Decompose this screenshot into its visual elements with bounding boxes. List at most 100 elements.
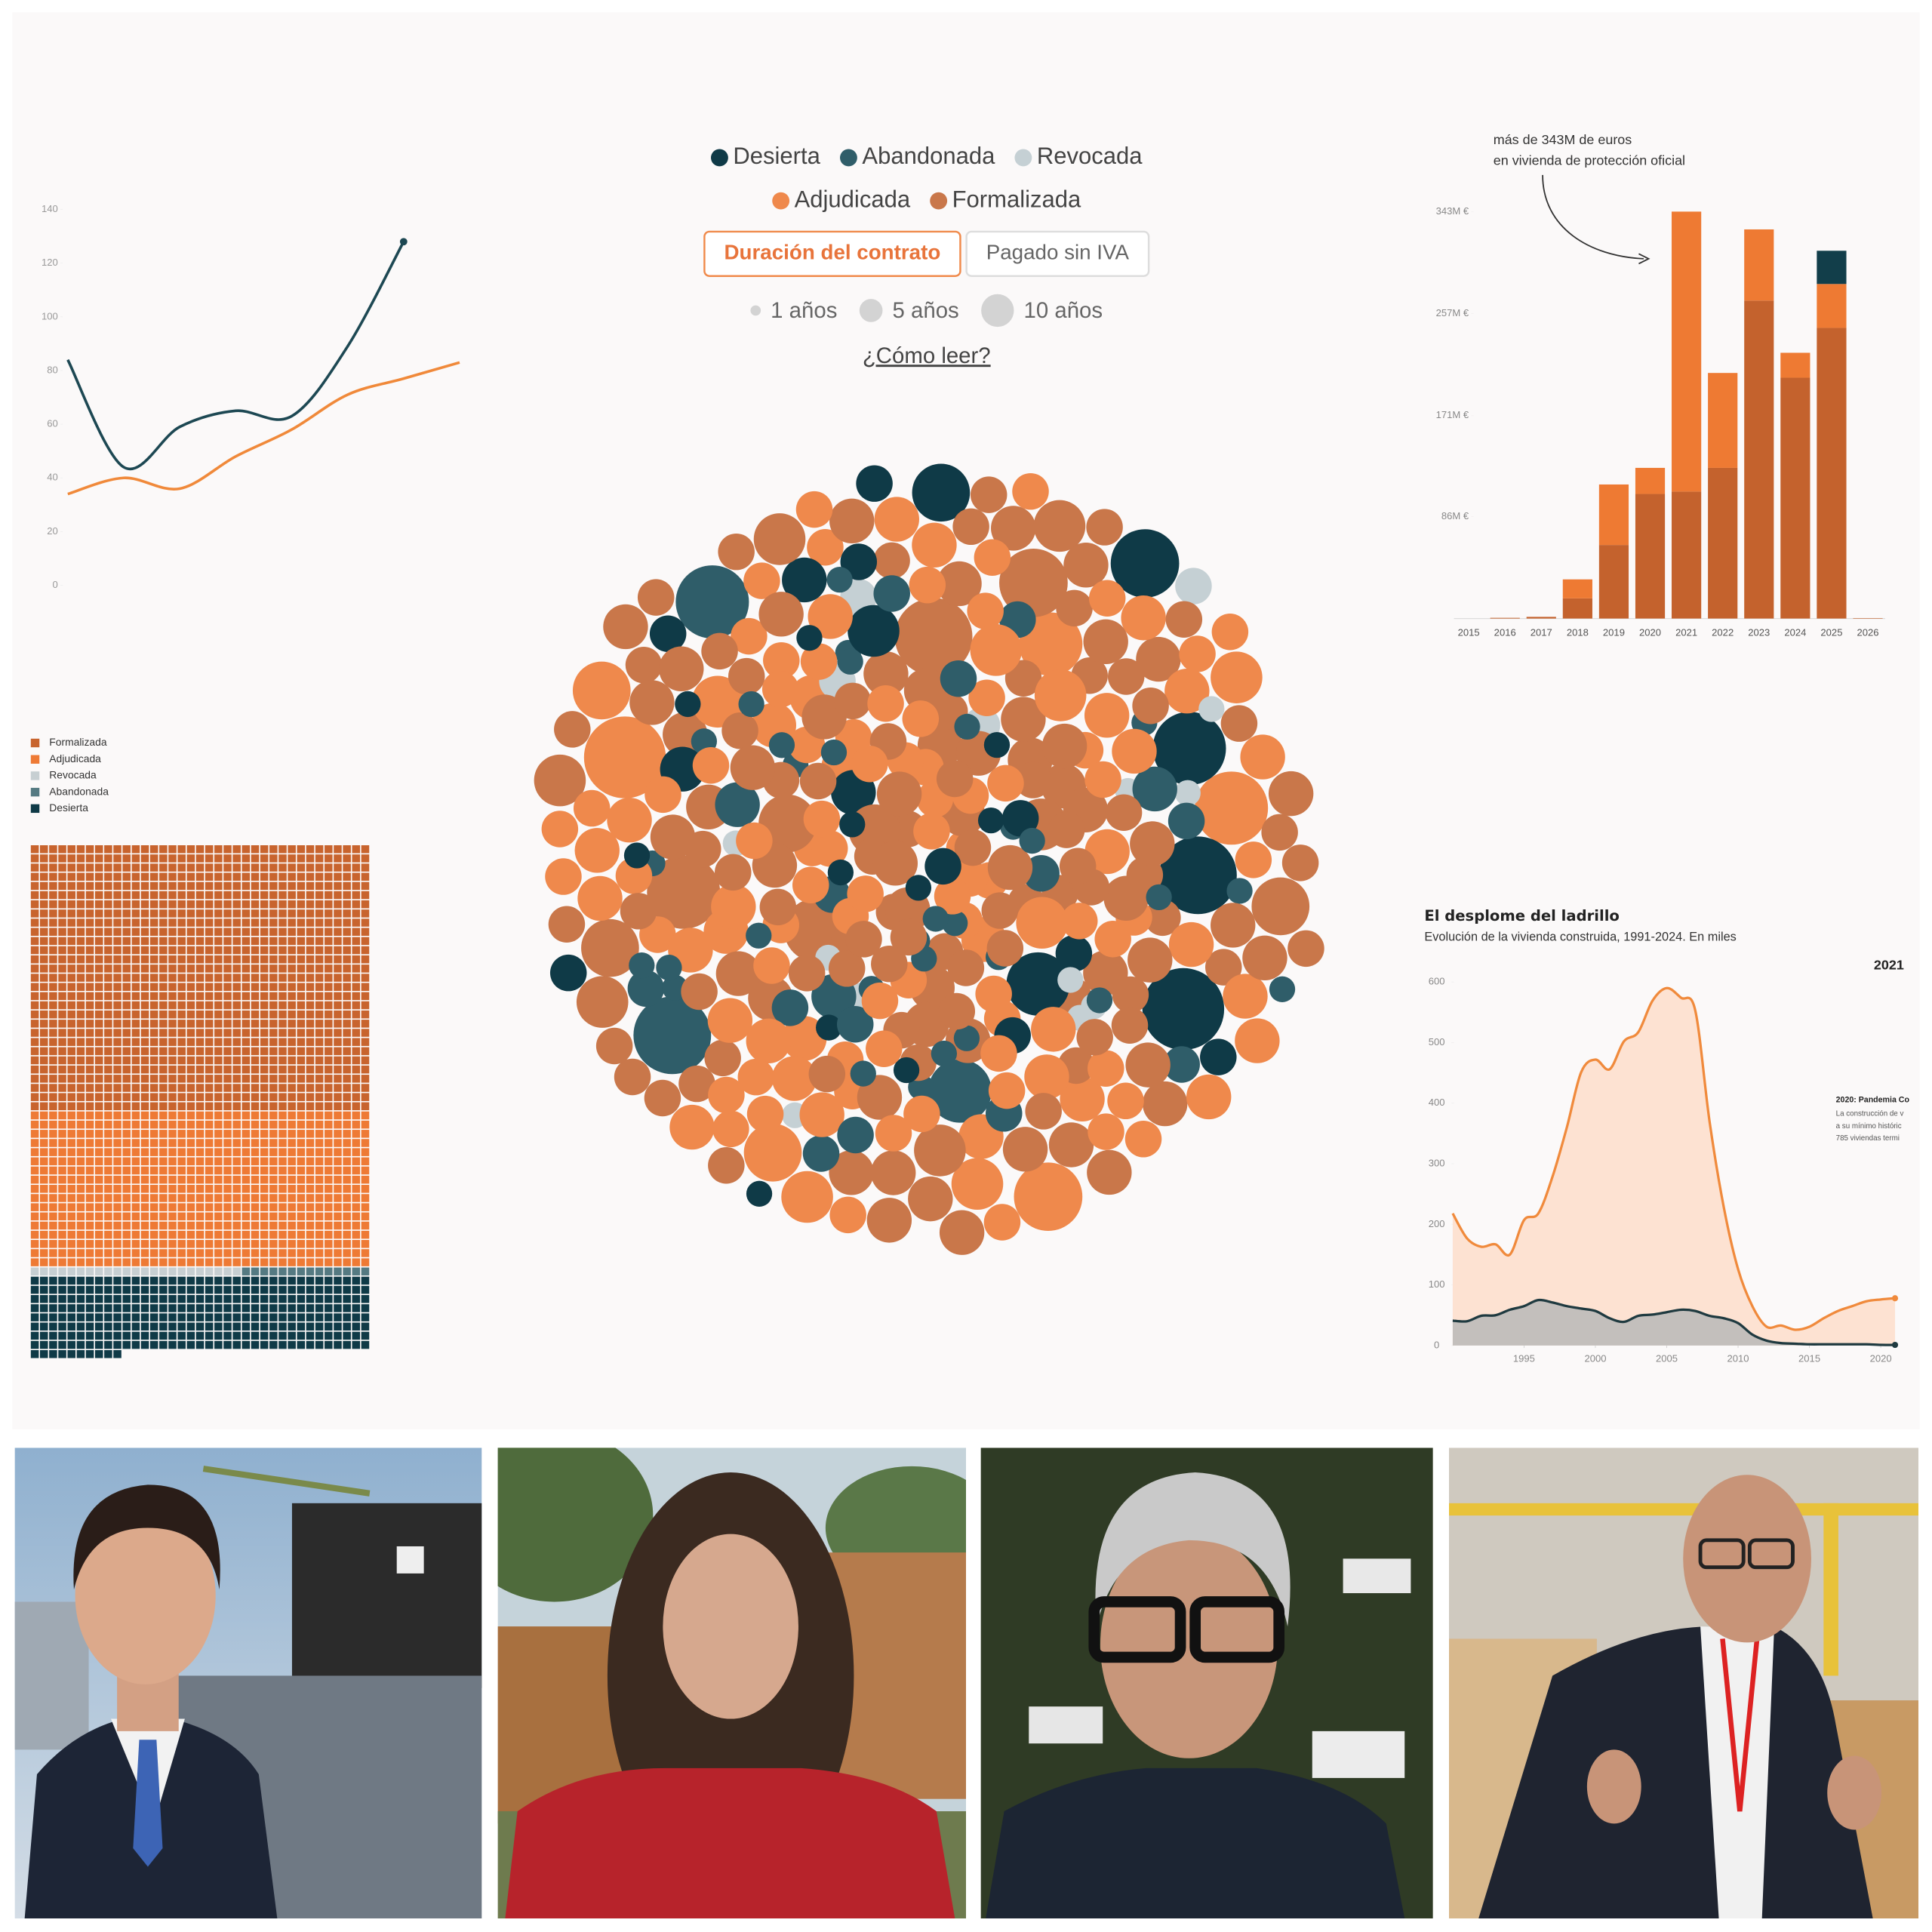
waffle-cell <box>260 1084 269 1092</box>
waffle-cell <box>195 1020 205 1028</box>
waffle-cell <box>149 1102 158 1111</box>
waffle-cell <box>278 937 287 946</box>
waffle-cell <box>269 1120 278 1129</box>
waffle-cell <box>85 1047 94 1056</box>
bubble <box>554 711 591 748</box>
waffle-cell <box>122 1020 131 1028</box>
waffle-cell <box>67 918 75 927</box>
waffle-cell <box>315 1331 324 1340</box>
waffle-cell <box>315 863 324 872</box>
waffle-cell <box>149 1157 158 1166</box>
button-label[interactable]: Pagado sin IVA <box>986 241 1130 264</box>
waffle-cell <box>251 1001 260 1010</box>
waffle-cell <box>232 1038 241 1046</box>
waffle-cell <box>242 1194 251 1202</box>
waffle-cell <box>352 854 361 863</box>
waffle-cell <box>223 1001 232 1010</box>
waffle-cell <box>30 1340 39 1349</box>
waffle-cell <box>140 1065 149 1074</box>
waffle-cell <box>260 891 269 900</box>
button[interactable] <box>965 230 1150 277</box>
waffle-cell <box>49 1111 57 1120</box>
waffle-cell <box>315 1166 324 1175</box>
waffle-cell <box>242 1102 251 1111</box>
waffle-cell <box>269 909 278 918</box>
bubble <box>1112 728 1157 774</box>
waffle-cell <box>149 1194 158 1202</box>
waffle-cell <box>232 1340 241 1349</box>
button[interactable] <box>703 230 961 277</box>
waffle-cell <box>140 845 149 854</box>
waffle-cell <box>306 937 315 946</box>
bubble <box>746 1018 791 1064</box>
waffle-cell <box>39 1038 48 1046</box>
waffle-cell <box>361 1038 370 1046</box>
waffle-cell <box>232 1065 241 1074</box>
bubble <box>1226 878 1253 904</box>
waffle-cell <box>251 1194 260 1202</box>
waffle-cell <box>214 1313 223 1321</box>
waffle-cell <box>186 937 195 946</box>
how-to-read-link[interactable]: ¿Cómo leer? <box>863 343 991 368</box>
waffle-cell <box>278 1340 287 1349</box>
waffle-cell <box>159 1120 168 1129</box>
bar-segment <box>1817 251 1847 285</box>
waffle-cell <box>315 891 324 900</box>
waffle-cell <box>343 1285 351 1294</box>
bubble <box>746 922 772 949</box>
waffle-cell <box>205 845 214 854</box>
waffle-cell <box>149 1258 158 1266</box>
waffle-cell <box>242 891 251 900</box>
waffle-cell <box>140 1285 149 1294</box>
waffle-cell <box>168 955 177 964</box>
waffle-cell <box>260 955 269 964</box>
waffle-cell <box>232 1130 241 1138</box>
waffle-cell <box>334 928 342 936</box>
waffle-cell <box>104 1249 112 1257</box>
waffle-cell <box>306 881 315 891</box>
waffle-cell <box>39 1065 48 1074</box>
waffle-cell <box>149 964 158 973</box>
waffle-cell <box>30 1029 39 1037</box>
waffle-cell <box>334 845 342 854</box>
waffle-cell <box>104 946 112 955</box>
waffle-cell <box>232 1313 241 1321</box>
waffle-cell <box>113 946 122 955</box>
waffle-cell <box>94 1276 103 1285</box>
waffle-cell <box>315 1203 324 1211</box>
waffle-cell <box>334 900 342 909</box>
waffle-cell <box>49 1295 57 1303</box>
waffle-cell <box>149 946 158 955</box>
waffle-cell <box>315 1130 324 1138</box>
waffle-cell <box>122 1056 131 1065</box>
waffle-cell <box>149 1203 158 1211</box>
waffle-cell <box>260 1102 269 1111</box>
waffle-cell <box>131 1102 140 1111</box>
waffle-cell <box>49 1285 57 1294</box>
size-legend-label: 5 años <box>893 298 959 323</box>
waffle-cell <box>269 1249 278 1257</box>
waffle-cell <box>232 983 241 991</box>
waffle-cell <box>334 1120 342 1129</box>
waffle-cell <box>278 900 287 909</box>
waffle-cell <box>297 1331 306 1340</box>
waffle-cell <box>177 900 186 909</box>
waffle-cell <box>214 1020 223 1028</box>
bubble <box>857 1075 903 1120</box>
x-tick-label: 2015 <box>1458 627 1480 638</box>
bubble <box>788 955 826 992</box>
bubble <box>577 875 623 921</box>
x-tick-label: 2015 <box>1798 1352 1820 1364</box>
waffle-cell <box>343 900 351 909</box>
button-label[interactable]: Duración del contrato <box>724 241 941 264</box>
waffle-cell <box>242 1185 251 1193</box>
waffle-cell <box>149 1304 158 1312</box>
waffle-cell <box>186 1056 195 1065</box>
waffle-cell <box>315 937 324 946</box>
waffle-cell <box>39 1258 48 1266</box>
waffle-cell <box>278 1020 287 1028</box>
waffle-cell <box>168 1102 177 1111</box>
waffle-cell <box>168 1130 177 1138</box>
waffle-cell <box>205 992 214 1001</box>
waffle-cell <box>269 1102 278 1111</box>
